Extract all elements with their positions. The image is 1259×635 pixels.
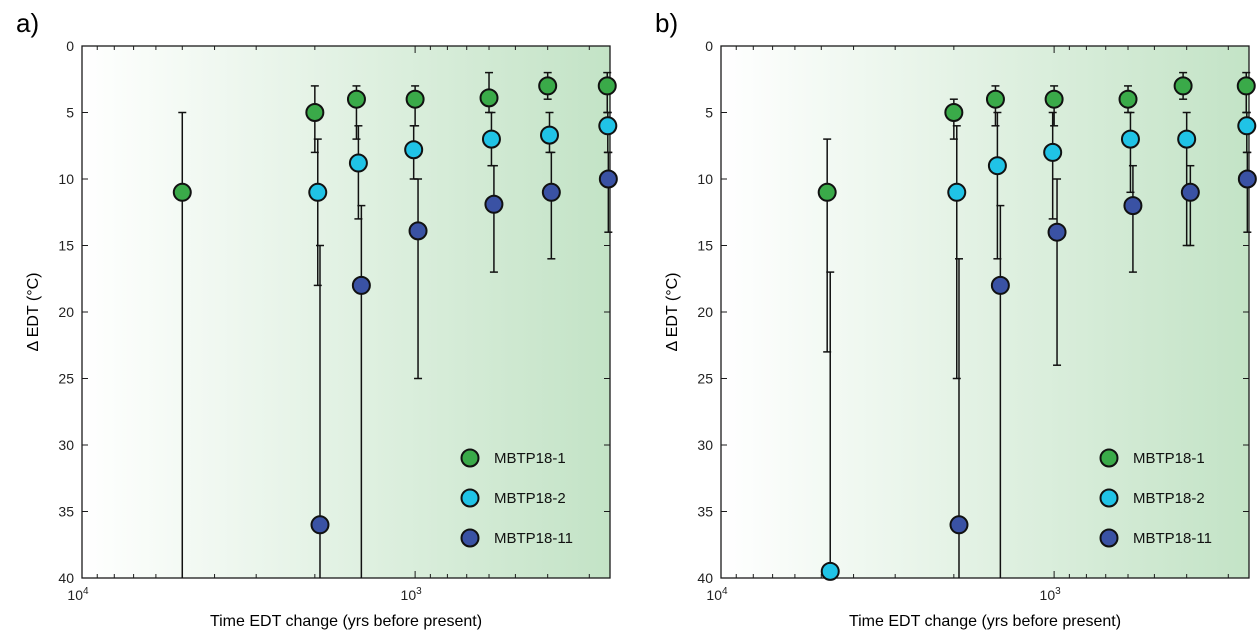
data-point xyxy=(539,125,559,145)
legend-label: MBTP18-2 xyxy=(1133,490,1205,507)
x-axis-label: Time EDT change (yrs before present) xyxy=(210,613,482,630)
data-point xyxy=(1177,129,1197,149)
data-point xyxy=(484,194,504,214)
data-point xyxy=(1043,142,1063,162)
y-tick-label: 15 xyxy=(58,238,74,254)
data-point xyxy=(479,88,499,108)
data-point xyxy=(944,103,964,122)
legend-label: MBTP18-11 xyxy=(1133,530,1212,547)
data-point xyxy=(405,89,425,109)
data-marks xyxy=(817,71,1257,581)
y-tick-label: 20 xyxy=(697,304,713,320)
data-point xyxy=(172,182,192,202)
legend-label: MBTP18-2 xyxy=(494,490,566,507)
data-point xyxy=(404,140,424,160)
panel-label: b) xyxy=(655,8,678,38)
data-point xyxy=(305,103,325,122)
x-axis-label: Time EDT change (yrs before present) xyxy=(849,613,1121,630)
y-axis-label: Δ EDT (°C) xyxy=(664,272,681,351)
data-point xyxy=(598,169,618,189)
data-point xyxy=(1237,169,1257,189)
y-tick-label: 35 xyxy=(697,504,713,520)
data-point xyxy=(408,221,428,241)
legend-label: MBTP18-1 xyxy=(494,450,566,467)
legend-marker xyxy=(1099,448,1119,468)
x-tick-label: 103 xyxy=(1040,586,1062,603)
legend-label: MBTP18-11 xyxy=(494,530,573,547)
data-point xyxy=(541,182,561,202)
data-point xyxy=(308,182,328,202)
legend: MBTP18-1 MBTP18-2 MBTP18-11 xyxy=(1099,448,1212,548)
y-tick-label: 0 xyxy=(66,38,74,54)
data-marks xyxy=(172,71,618,578)
plot-background xyxy=(81,45,611,579)
y-tick-label: 0 xyxy=(705,38,713,54)
legend-label: MBTP18-1 xyxy=(1133,450,1205,467)
data-point xyxy=(481,129,501,149)
data-point xyxy=(990,275,1010,295)
data-point xyxy=(817,182,837,202)
legend: MBTP18-1 MBTP18-2 MBTP18-11 xyxy=(460,448,573,548)
data-point xyxy=(949,515,969,535)
data-point xyxy=(538,76,558,96)
data-point xyxy=(947,182,967,202)
y-tick-label: 5 xyxy=(705,105,713,121)
y-tick-label: 10 xyxy=(697,171,713,187)
x-tick-label: 103 xyxy=(401,586,423,603)
data-point xyxy=(1118,89,1138,109)
data-point xyxy=(1180,182,1200,202)
data-point xyxy=(1173,76,1193,96)
y-tick-label: 20 xyxy=(58,304,74,320)
y-tick-label: 40 xyxy=(58,570,74,586)
data-point xyxy=(351,275,371,295)
y-tick-label: 35 xyxy=(58,504,74,520)
data-point xyxy=(1236,76,1256,96)
data-point xyxy=(987,156,1007,176)
data-point xyxy=(1047,222,1067,242)
legend-marker xyxy=(460,528,480,548)
data-point xyxy=(1237,116,1257,136)
panel-label: a) xyxy=(16,8,39,38)
data-point xyxy=(985,89,1005,109)
legend-marker xyxy=(460,488,480,508)
y-tick-label: 30 xyxy=(58,437,74,453)
y-tick-label: 25 xyxy=(58,371,74,387)
legend-marker xyxy=(1099,528,1119,548)
plot-background xyxy=(720,45,1250,579)
data-point xyxy=(310,515,330,535)
data-point xyxy=(1044,89,1064,109)
data-point xyxy=(348,153,368,173)
data-point xyxy=(820,561,840,581)
data-point xyxy=(1120,129,1140,149)
y-tick-label: 25 xyxy=(697,371,713,387)
legend-marker xyxy=(1099,488,1119,508)
data-point xyxy=(598,116,618,136)
y-tick-label: 10 xyxy=(58,171,74,187)
y-tick-label: 40 xyxy=(697,570,713,586)
y-tick-label: 15 xyxy=(697,238,713,254)
y-tick-label: 5 xyxy=(66,105,74,121)
x-tick-label: 104 xyxy=(706,586,728,603)
x-tick-label: 104 xyxy=(67,586,89,603)
y-axis-label: Δ EDT (°C) xyxy=(25,272,42,351)
data-point xyxy=(1123,196,1143,216)
y-tick-label: 30 xyxy=(697,437,713,453)
legend-marker xyxy=(460,448,480,468)
data-point xyxy=(346,89,366,109)
data-point xyxy=(597,76,617,96)
